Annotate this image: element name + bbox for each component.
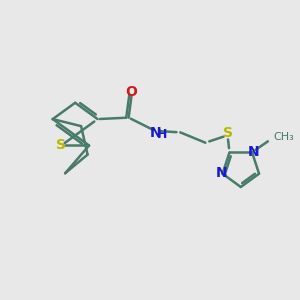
Text: S: S: [223, 126, 232, 140]
Text: N: N: [216, 166, 227, 180]
Text: S: S: [56, 139, 66, 152]
Text: H: H: [157, 128, 167, 141]
Text: CH₃: CH₃: [274, 132, 294, 142]
Text: N: N: [248, 145, 259, 159]
Text: O: O: [126, 85, 137, 99]
Text: N: N: [149, 126, 161, 140]
